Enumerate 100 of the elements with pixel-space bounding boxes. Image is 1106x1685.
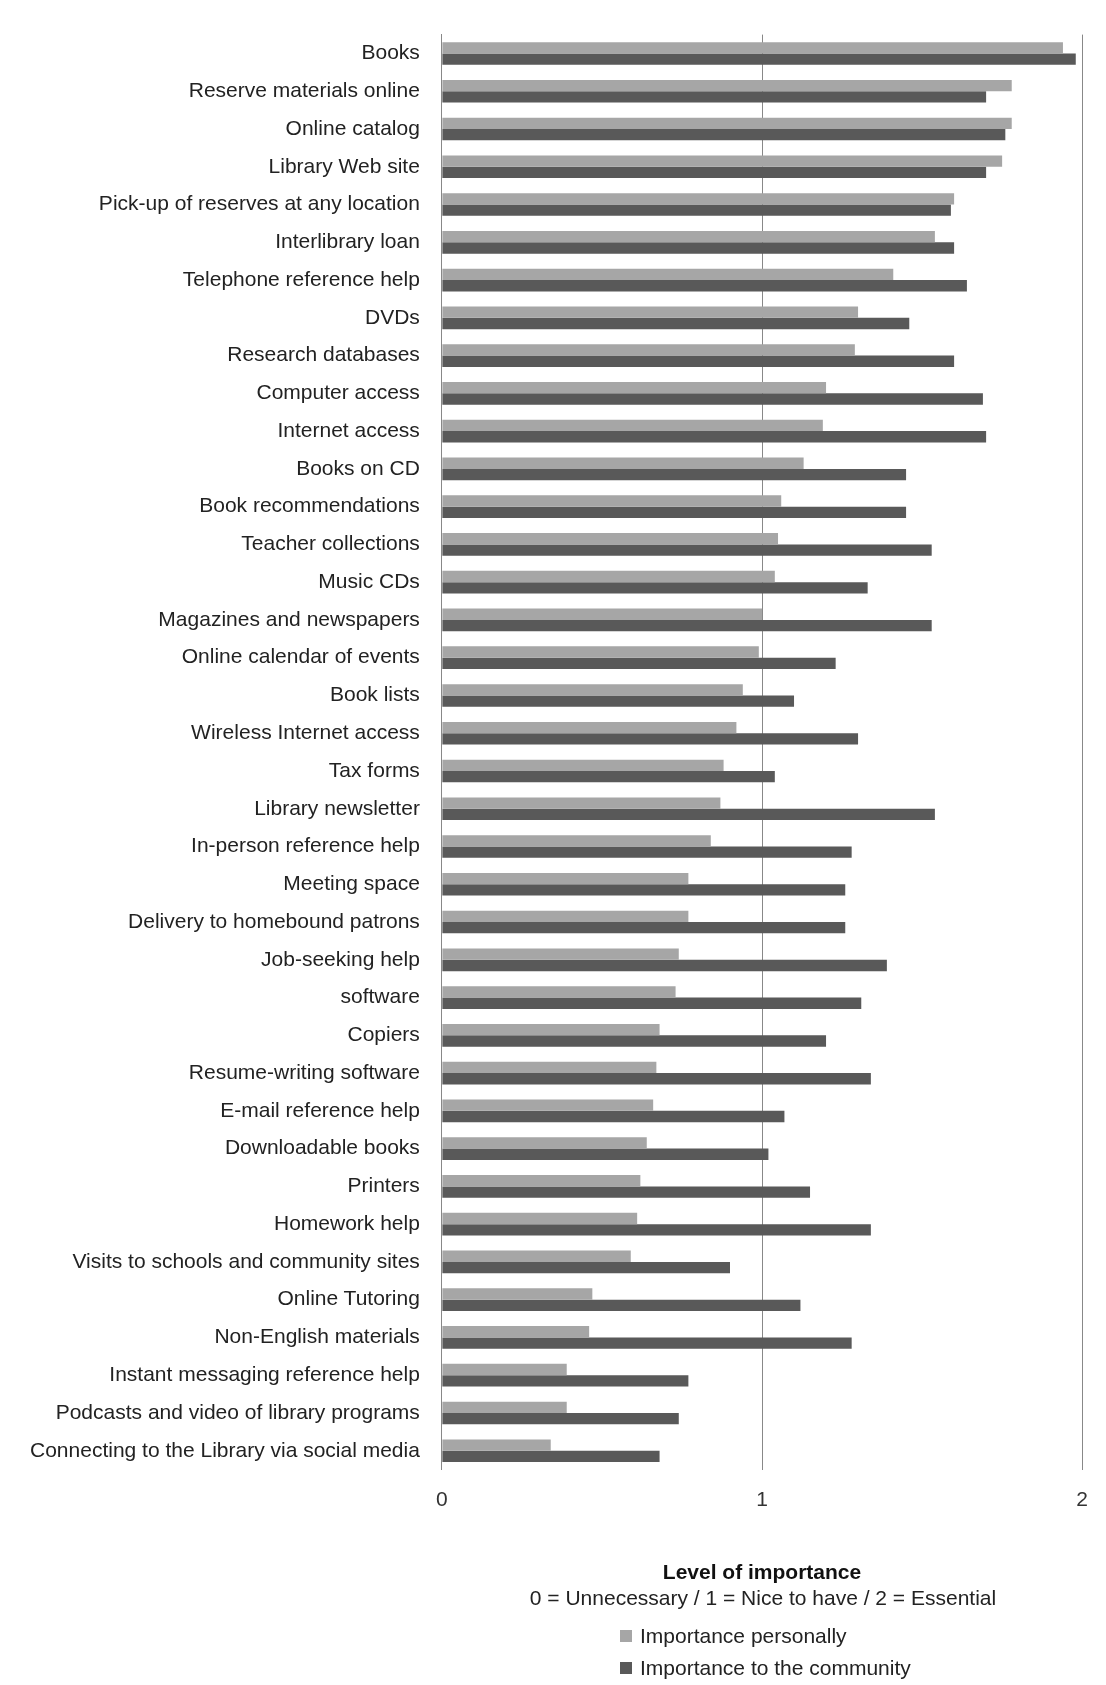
bar xyxy=(442,1363,567,1376)
y-tick-label: Book lists xyxy=(330,682,420,706)
bar xyxy=(442,1035,827,1047)
bar xyxy=(442,1224,871,1236)
y-tick-label: Teacher collections xyxy=(241,531,420,555)
bar xyxy=(442,582,868,594)
legend-label: Importance to the community xyxy=(640,1656,911,1680)
bar xyxy=(442,155,1003,167)
y-tick-label: Music CDs xyxy=(318,568,420,592)
y-tick-label: Delivery to homebound patrons xyxy=(128,908,420,932)
bar xyxy=(442,1412,679,1425)
bar xyxy=(442,129,1006,141)
y-tick-label: Online Tutoring xyxy=(277,1286,420,1310)
y-tick-label: Non-English materials xyxy=(214,1324,420,1348)
y-tick-label: Copiers xyxy=(347,1022,420,1046)
bar xyxy=(442,1061,657,1074)
bar xyxy=(442,1073,871,1085)
bar xyxy=(442,797,721,809)
bar xyxy=(442,506,907,518)
x-tick-label: 2 xyxy=(1076,1487,1088,1510)
y-tick-label: Visits to schools and community sites xyxy=(72,1248,420,1272)
y-tick-label: Online calendar of events xyxy=(181,644,420,668)
bar xyxy=(442,808,935,821)
y-tick-label: Library newsletter xyxy=(254,795,420,819)
bar xyxy=(442,846,852,858)
bar xyxy=(442,431,987,443)
bar xyxy=(442,872,689,885)
y-tick-label: Pick-up of reserves at any location xyxy=(98,191,420,215)
bar xyxy=(442,759,724,771)
y-tick-label: software xyxy=(340,984,420,1008)
bar xyxy=(442,733,859,745)
bar xyxy=(442,646,759,658)
bar xyxy=(442,721,737,734)
y-tick-label: Homework help xyxy=(273,1210,420,1234)
y-tick-label: Internet access xyxy=(277,417,420,441)
bar xyxy=(442,1326,590,1338)
legend-label: Importance personally xyxy=(640,1624,847,1648)
bar xyxy=(442,53,1076,65)
bar xyxy=(442,204,951,216)
y-tick-label: Podcasts and video of library programs xyxy=(55,1399,420,1423)
y-tick-label: Library Web site xyxy=(268,153,420,177)
y-tick-label: Magazines and newspapers xyxy=(158,606,420,630)
bar xyxy=(442,959,887,972)
y-tick-label: Books xyxy=(361,40,420,64)
bar xyxy=(442,268,894,281)
bar xyxy=(442,1099,654,1111)
bar xyxy=(442,393,983,405)
bar xyxy=(442,468,907,481)
y-tick-label: DVDs xyxy=(365,304,420,328)
bar xyxy=(442,608,763,620)
bar xyxy=(442,570,775,583)
bar xyxy=(442,835,711,847)
bar xyxy=(442,922,846,934)
y-tick-label: Printers xyxy=(347,1173,420,1197)
bar xyxy=(442,1250,631,1262)
bar xyxy=(442,1148,769,1160)
bar xyxy=(442,770,775,783)
bar xyxy=(442,695,795,707)
bar xyxy=(442,533,779,545)
y-tick-label: Resume-writing software xyxy=(188,1059,420,1083)
y-tick-label: E-mail reference help xyxy=(220,1097,420,1121)
y-tick-label: Connecting to the Library via social media xyxy=(30,1437,421,1461)
bar xyxy=(442,1024,660,1036)
bar xyxy=(442,948,679,960)
bar xyxy=(442,242,955,254)
bar xyxy=(442,986,676,998)
y-tick-label: Books on CD xyxy=(296,455,420,479)
bar xyxy=(442,997,862,1009)
bar xyxy=(442,619,932,632)
bar xyxy=(442,1450,660,1463)
y-tick-label: Reserve materials online xyxy=(188,78,420,102)
bar xyxy=(442,382,827,394)
bar xyxy=(442,230,935,243)
bar xyxy=(442,457,804,469)
bar xyxy=(442,910,689,923)
bar xyxy=(442,684,743,696)
y-tick-label: Book recommendations xyxy=(199,493,420,517)
bar xyxy=(442,317,910,330)
y-tick-label: Tax forms xyxy=(328,757,420,781)
x-tick-label: 1 xyxy=(756,1487,768,1510)
bar xyxy=(442,1110,785,1123)
y-tick-label: Wireless Internet access xyxy=(191,720,420,744)
y-tick-label: Research databases xyxy=(227,342,420,366)
bar xyxy=(442,1337,852,1349)
y-tick-label: Online catalog xyxy=(285,115,420,139)
bar xyxy=(442,1261,730,1274)
bar xyxy=(442,884,846,896)
y-tick-label: Downloadable books xyxy=(224,1135,420,1159)
bar xyxy=(442,280,967,292)
y-tick-label: In-person reference help xyxy=(191,833,420,857)
bar xyxy=(442,91,987,103)
bar xyxy=(442,1137,647,1149)
bar xyxy=(442,1401,567,1413)
bar xyxy=(442,1186,811,1198)
y-tick-label: Job-seeking help xyxy=(261,946,420,970)
y-tick-label: Interlibrary loan xyxy=(275,229,420,253)
bar xyxy=(442,355,955,367)
bar xyxy=(442,495,782,507)
bar xyxy=(442,1288,593,1300)
bar xyxy=(442,42,1063,54)
